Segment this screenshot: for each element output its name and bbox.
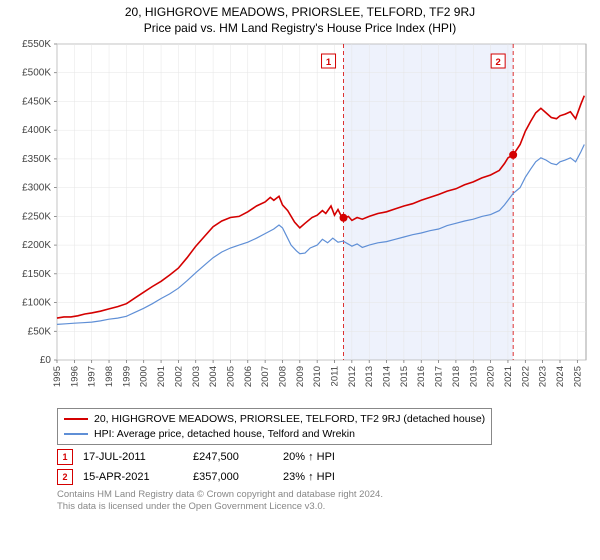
svg-text:1: 1 (326, 57, 332, 68)
svg-text:2025: 2025 (572, 366, 583, 387)
legend-row-red: 20, HIGHGROVE MEADOWS, PRIORSLEE, TELFOR… (64, 412, 485, 426)
svg-text:2007: 2007 (260, 366, 271, 387)
svg-text:£500K: £500K (22, 68, 51, 79)
svg-text:1999: 1999 (121, 366, 132, 387)
svg-text:£150K: £150K (22, 269, 51, 280)
svg-text:£100K: £100K (22, 298, 51, 309)
entry-date: 15-APR-2021 (83, 471, 193, 483)
svg-text:£200K: £200K (22, 240, 51, 251)
svg-text:2022: 2022 (520, 366, 531, 387)
svg-text:2015: 2015 (399, 366, 410, 387)
legend-swatch-blue (64, 433, 88, 435)
svg-text:2017: 2017 (434, 366, 445, 387)
svg-text:£0: £0 (40, 355, 52, 366)
disclaimer-line-2: This data is licensed under the Open Gov… (57, 501, 592, 513)
svg-text:1997: 1997 (87, 366, 98, 387)
entry-amount: £357,000 (193, 471, 283, 483)
marker-entries: 1 17-JUL-2011£247,50020% ↑ HPI 2 15-APR-202… (57, 449, 592, 485)
entry-row: 1 17-JUL-2011£247,50020% ↑ HPI (57, 449, 592, 465)
entry-pct: 23% ↑ HPI (283, 471, 433, 483)
svg-text:£250K: £250K (22, 212, 51, 223)
svg-text:2010: 2010 (312, 366, 323, 387)
svg-text:2020: 2020 (486, 366, 497, 387)
svg-text:2014: 2014 (382, 366, 393, 387)
svg-text:2023: 2023 (538, 366, 549, 387)
disclaimer: Contains HM Land Registry data © Crown c… (57, 489, 592, 513)
disclaimer-line-1: Contains HM Land Registry data © Crown c… (57, 489, 592, 501)
svg-text:2024: 2024 (555, 366, 566, 387)
chart-subtitle: Price paid vs. HM Land Registry's House … (8, 20, 592, 36)
svg-text:2006: 2006 (243, 366, 254, 387)
svg-text:2004: 2004 (208, 366, 219, 387)
svg-text:£350K: £350K (22, 154, 51, 165)
svg-text:1996: 1996 (69, 366, 80, 387)
svg-text:2: 2 (496, 57, 501, 68)
chart: £0 £50K £100K £150K £200K £250K £300K £350K £400… (8, 38, 592, 404)
svg-text:£400K: £400K (22, 126, 51, 137)
svg-text:2009: 2009 (295, 366, 306, 387)
svg-text:2005: 2005 (225, 366, 236, 387)
svg-text:2016: 2016 (416, 366, 427, 387)
svg-text:2002: 2002 (173, 366, 184, 387)
legend-swatch-red (64, 418, 88, 420)
legend: 20, HIGHGROVE MEADOWS, PRIORSLEE, TELFOR… (57, 408, 492, 444)
svg-text:2013: 2013 (364, 366, 375, 387)
entry-marker: 2 (57, 469, 73, 485)
entry-amount: £247,500 (193, 451, 283, 463)
svg-text:£550K: £550K (22, 39, 51, 50)
svg-text:£450K: £450K (22, 97, 51, 108)
svg-text:2003: 2003 (191, 366, 202, 387)
entry-pct: 20% ↑ HPI (283, 451, 433, 463)
svg-text:2021: 2021 (503, 366, 514, 387)
svg-text:2000: 2000 (139, 366, 150, 387)
svg-text:2019: 2019 (468, 366, 479, 387)
svg-text:2018: 2018 (451, 366, 462, 387)
entry-row: 2 15-APR-2021£357,00023% ↑ HPI (57, 469, 592, 485)
chart-title: 20, HIGHGROVE MEADOWS, PRIORSLEE, TELFOR… (8, 4, 592, 20)
legend-row-blue: HPI: Average price, detached house, Telf… (64, 427, 485, 441)
legend-label-blue: HPI: Average price, detached house, Telf… (94, 427, 355, 441)
svg-text:2001: 2001 (156, 366, 167, 387)
svg-text:2012: 2012 (347, 366, 358, 387)
svg-text:1995: 1995 (52, 366, 63, 387)
svg-text:1998: 1998 (104, 366, 115, 387)
entry-marker: 1 (57, 449, 73, 465)
svg-text:£300K: £300K (22, 183, 51, 194)
entry-date: 17-JUL-2011 (83, 451, 193, 463)
legend-label-red: 20, HIGHGROVE MEADOWS, PRIORSLEE, TELFOR… (94, 412, 485, 426)
svg-text:£50K: £50K (28, 327, 52, 338)
svg-text:2011: 2011 (330, 366, 341, 386)
svg-text:2008: 2008 (277, 366, 288, 387)
